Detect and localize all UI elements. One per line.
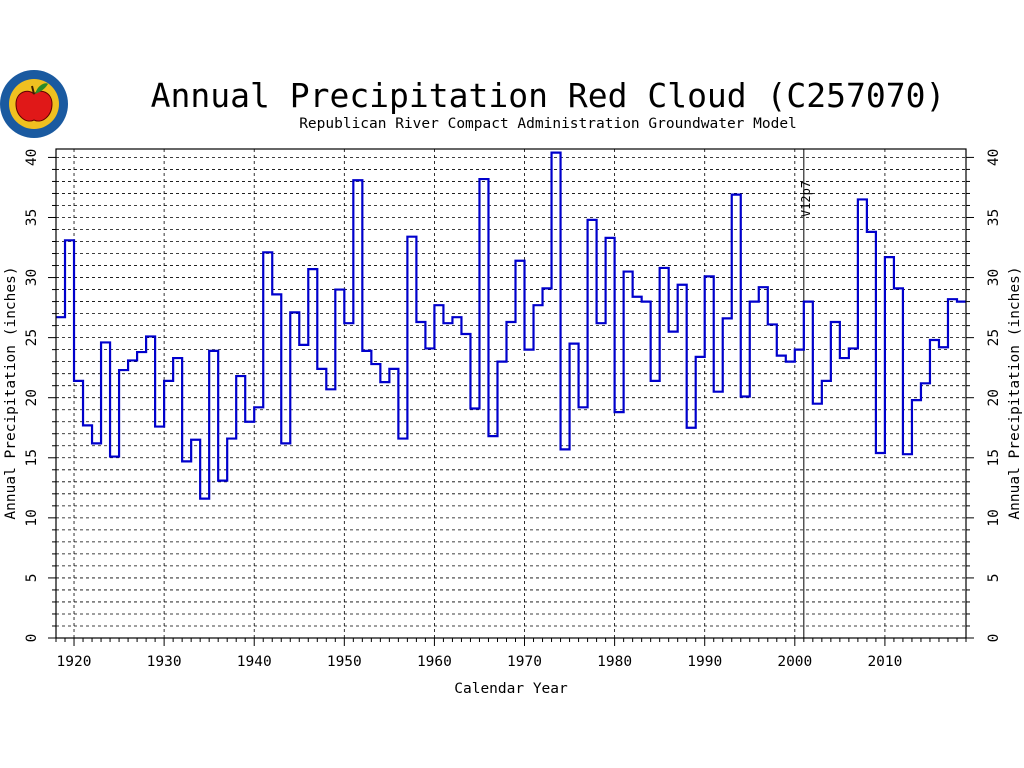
y-tick-label-left: 15 — [24, 449, 40, 466]
series-line — [56, 151, 966, 500]
grid-lines — [56, 149, 966, 638]
y-tick-label-left: 20 — [24, 389, 40, 406]
y-tick-label-right: 20 — [986, 389, 1002, 406]
x-tick-label: 1930 — [147, 654, 182, 670]
x-tick-labels: 1920 1930 1940 1950 1960 1970 1980 1990 2000 2010 — [57, 654, 903, 670]
y-tick-label-left: 5 — [24, 574, 40, 583]
y-tick-label-right: 15 — [986, 449, 1002, 466]
y-tick-label-right: 40 — [986, 149, 1002, 166]
y-tick-label-left: 0 — [24, 634, 40, 643]
x-tick-label: 1920 — [57, 654, 92, 670]
annotation-label: V12p7 — [799, 181, 813, 217]
y-tick-label-right: 25 — [986, 329, 1002, 346]
logo-apple-leaf — [35, 83, 48, 94]
y-axis-label-right: Annual Precipitation (inches) — [1007, 266, 1023, 519]
y-tick-label-left: 40 — [24, 149, 40, 166]
x-tick-label: 1990 — [687, 654, 722, 670]
x-tick-label: 1950 — [327, 654, 362, 670]
y-tick-label-right: 5 — [986, 574, 1002, 583]
y-tick-label-right: 10 — [986, 509, 1002, 526]
apple-logo-icon — [0, 70, 68, 138]
y-tick-label-left: 35 — [24, 209, 40, 226]
x-tick-label: 2010 — [867, 654, 902, 670]
x-tick-label: 1940 — [237, 654, 272, 670]
logo-apple-shape — [15, 90, 53, 122]
y-tick-label-right: 30 — [986, 269, 1002, 286]
y-tick-labels: 0 0 5 5 10 10 15 15 20 20 25 25 30 30 35 35 40 40 — [24, 149, 1002, 643]
x-tick-label: 1970 — [507, 654, 542, 670]
plot-frame — [55, 148, 967, 639]
y-axis-label-left: Annual Precipitation (inches) — [3, 266, 19, 519]
y-tick-label-left: 25 — [24, 329, 40, 346]
y-tick-label-right: 35 — [986, 209, 1002, 226]
x-tick-label: 1960 — [417, 654, 452, 670]
chart-subtitle: Republican River Compact Administration … — [299, 116, 797, 132]
x-tick-label: 2000 — [777, 654, 812, 670]
annotation: V12p7 — [799, 149, 813, 638]
y-tick-label-left: 10 — [24, 509, 40, 526]
logo-apple-stem — [31, 85, 35, 95]
series-group — [56, 151, 966, 500]
x-tick-label: 1980 — [597, 654, 632, 670]
y-tick-label-left: 30 — [24, 269, 40, 286]
y-tick-label-right: 0 — [986, 634, 1002, 643]
chart-title: Annual Precipitation Red Cloud (C257070) — [151, 76, 946, 115]
x-axis-label: Calendar Year — [454, 681, 568, 697]
axis-ticks — [48, 156, 974, 646]
